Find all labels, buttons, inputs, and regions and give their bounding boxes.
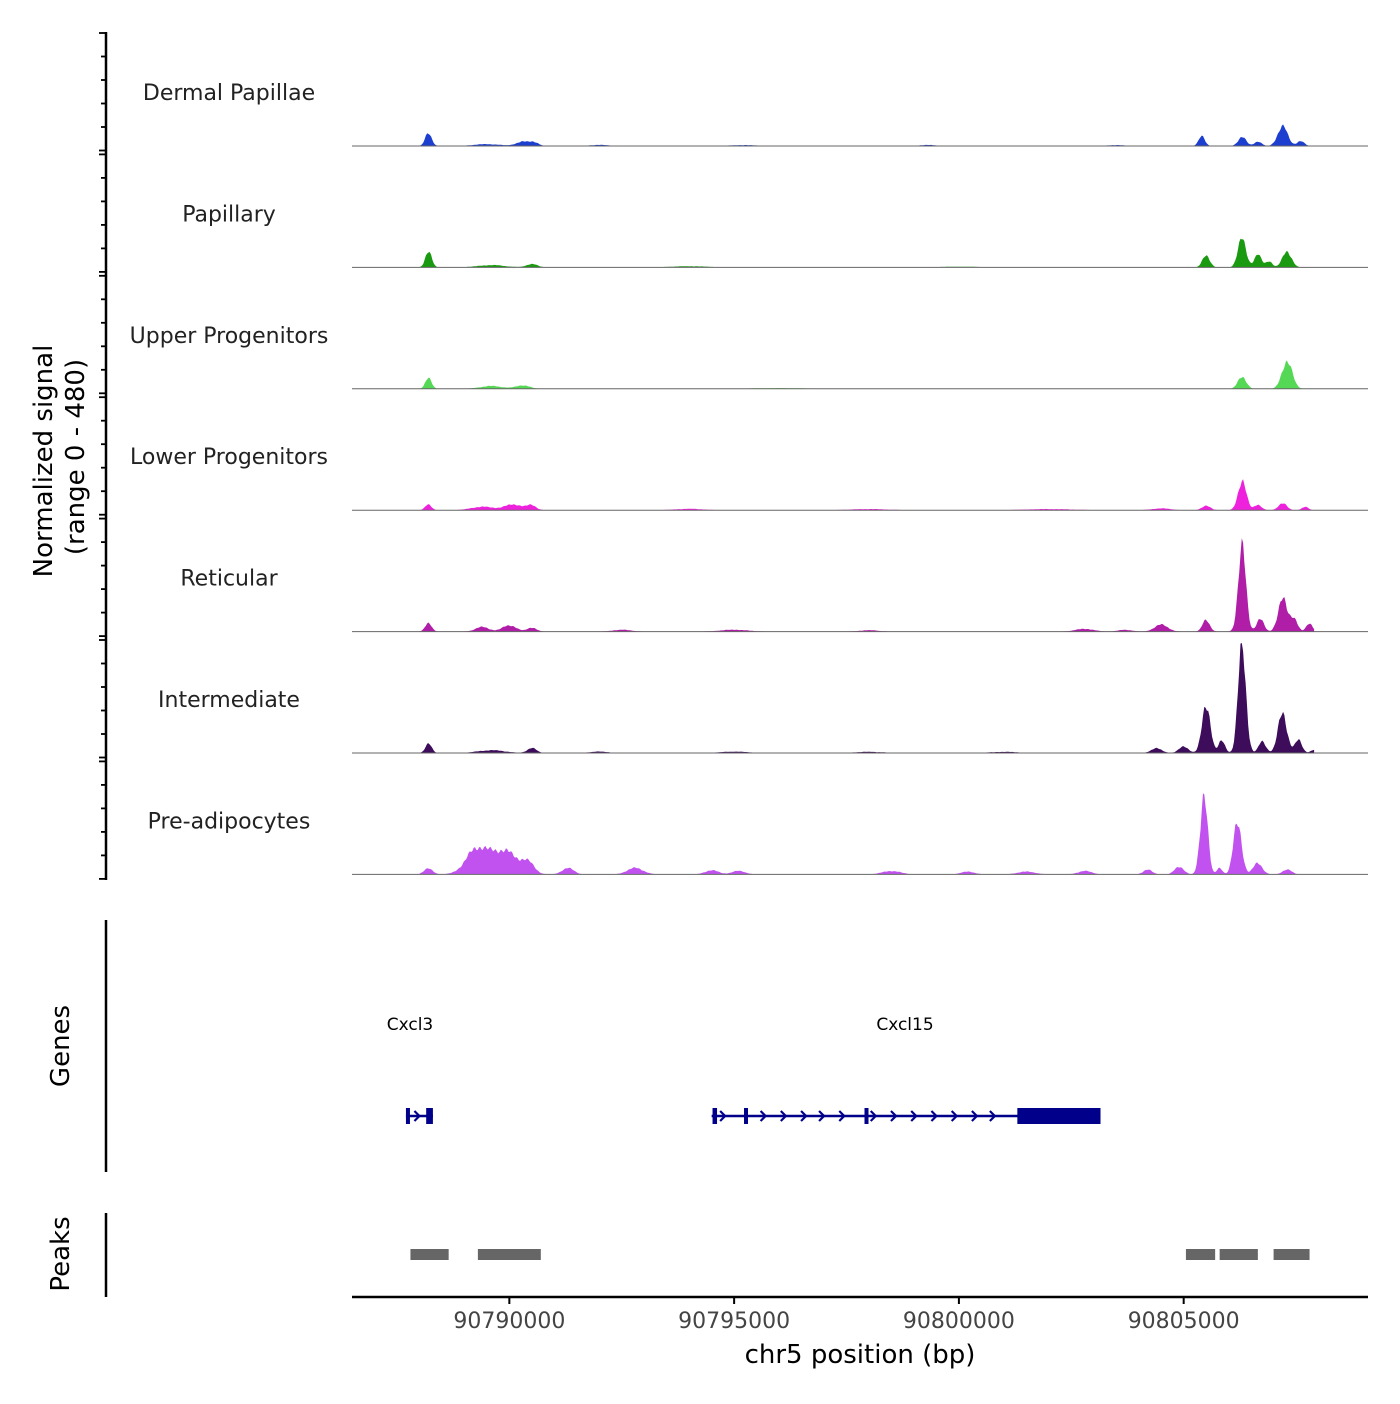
x-axis: 90790000 90795000 90800000 90805000 <box>352 1295 1368 1334</box>
track-pre-adipocytes: Pre-adipocytes <box>148 793 1368 875</box>
track-papillary: Papillary <box>182 202 1368 268</box>
strand-arrow <box>930 1110 938 1122</box>
left-axes <box>99 32 108 880</box>
strand-arrow <box>890 1110 898 1122</box>
peaks-track-label: Peaks <box>46 1216 76 1291</box>
x-tick-label: 90795000 <box>678 1309 790 1334</box>
signal-area <box>410 793 1315 875</box>
signal-area <box>410 124 1315 146</box>
gene-label: Cxcl15 <box>876 1015 933 1035</box>
gene-exon <box>864 1108 869 1124</box>
gene-cxcl15: Cxcl15 <box>711 1015 1101 1124</box>
gene-exon <box>712 1108 718 1124</box>
peak-region <box>1185 1249 1216 1260</box>
track-label: Upper Progenitors <box>130 324 329 349</box>
x-tick-label: 90800000 <box>903 1309 1015 1334</box>
track-upper-progenitors: Upper Progenitors <box>130 324 1368 390</box>
signal-area <box>410 538 1315 632</box>
strand-arrow <box>413 1110 421 1122</box>
track-reticular: Reticular <box>180 538 1368 633</box>
strand-arrow <box>989 1110 997 1122</box>
track-intermediate: Intermediate <box>158 643 1368 754</box>
gene-exon <box>744 1108 749 1124</box>
strand-arrow <box>971 1110 979 1122</box>
y-axis-label-line1: Normalized signal <box>29 345 59 578</box>
track-label: Pre-adipocytes <box>148 809 311 834</box>
strand-arrow <box>719 1110 727 1122</box>
strand-arrow <box>869 1110 878 1122</box>
gene-label: Cxcl3 <box>387 1015 434 1035</box>
x-tick-label: 90805000 <box>1128 1309 1240 1334</box>
strand-arrow <box>800 1110 808 1122</box>
signal-area <box>410 479 1315 511</box>
strand-arrow <box>838 1110 846 1122</box>
signal-area <box>410 643 1315 753</box>
track-label: Reticular <box>180 567 278 592</box>
track-label: Dermal Papillae <box>143 81 315 106</box>
signal-area <box>410 360 1315 389</box>
gene-cxcl3: Cxcl3 <box>387 1015 434 1124</box>
peak-region <box>1219 1249 1258 1260</box>
strand-arrow <box>950 1110 959 1122</box>
strand-arrow <box>910 1110 918 1122</box>
track-label: Lower Progenitors <box>130 445 328 470</box>
x-tick-label: 90790000 <box>453 1309 565 1334</box>
strand-arrow <box>759 1110 768 1122</box>
y-axis-label-line2: (range 0 - 480) <box>61 359 91 555</box>
peak-track <box>104 1213 1310 1297</box>
gene-track: Cxcl3 Cxcl15 <box>104 920 1101 1172</box>
strand-arrow <box>818 1110 826 1122</box>
peak-region <box>410 1249 449 1260</box>
track-dermal-papillae: Dermal Papillae <box>143 81 1368 147</box>
track-lower-progenitors: Lower Progenitors <box>130 445 1368 511</box>
strand-arrow <box>780 1110 788 1122</box>
gene-exon <box>405 1108 410 1124</box>
track-label: Papillary <box>182 202 276 227</box>
peak-region <box>1273 1249 1310 1260</box>
gene-exon <box>1017 1108 1101 1124</box>
genes-track-label: Genes <box>46 1005 76 1087</box>
track-label: Intermediate <box>158 688 300 713</box>
peak-region <box>477 1249 541 1260</box>
signal-area <box>410 238 1315 268</box>
gene-exon <box>426 1108 433 1124</box>
x-axis-label: chr5 position (bp) <box>745 1340 976 1370</box>
signal-tracks: Dermal Papillae Papillary Upper Progenitor… <box>130 81 1368 875</box>
